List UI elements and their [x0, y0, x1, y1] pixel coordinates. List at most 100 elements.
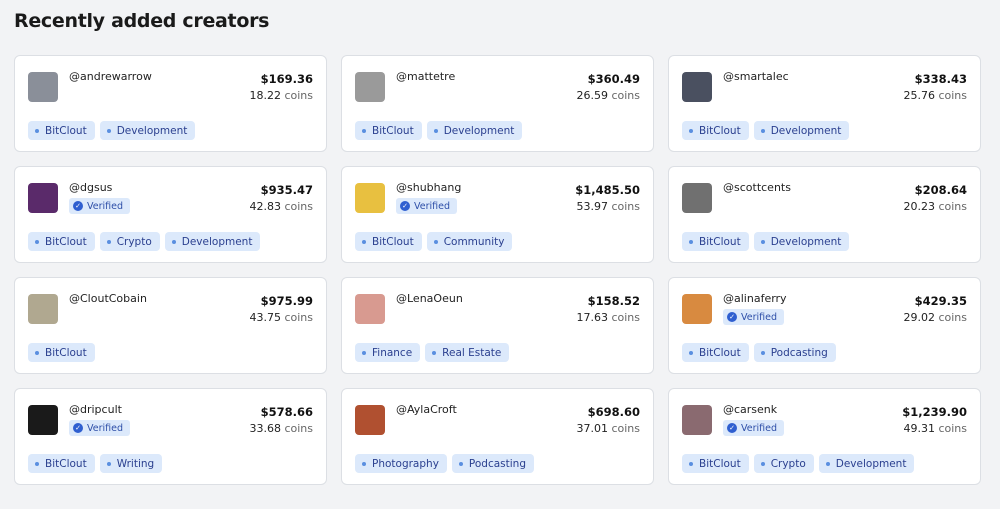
- creator-price: $338.43: [914, 72, 967, 86]
- verified-badge: ✓ Verified: [723, 309, 785, 325]
- check-icon: ✓: [727, 423, 737, 433]
- tag[interactable]: Photography: [355, 454, 447, 473]
- avatar[interactable]: [355, 183, 385, 213]
- creator-card[interactable]: @dgsus ✓ Verified $935.47 42.83 coins BitCl…: [14, 166, 327, 263]
- tag[interactable]: Development: [818, 454, 915, 473]
- tag[interactable]: Crypto: [753, 454, 814, 473]
- dot-icon: [35, 350, 39, 355]
- tag-list: BitClout Development: [682, 232, 850, 251]
- creator-card[interactable]: @andrewarrow $169.36 18.22 coins BitClout…: [14, 55, 327, 152]
- verified-badge: ✓ Verified: [69, 420, 131, 436]
- tag[interactable]: Crypto: [99, 232, 160, 251]
- creator-coins: 42.83 coins: [249, 200, 313, 213]
- dot-icon: [760, 239, 765, 244]
- creator-price: $1,485.50: [575, 183, 640, 197]
- creator-price: $975.99: [260, 294, 313, 308]
- tag[interactable]: BitClout: [682, 454, 749, 473]
- avatar[interactable]: [28, 294, 58, 324]
- creator-card[interactable]: @alinaferry ✓ Verified $429.35 29.02 coins …: [668, 277, 981, 374]
- dot-icon: [689, 239, 693, 244]
- tag[interactable]: BitClout: [28, 121, 95, 140]
- creator-username[interactable]: @smartalec: [723, 70, 789, 83]
- creator-card[interactable]: @AylaCroft $698.60 37.01 coins Photograph…: [341, 388, 654, 485]
- tag-list: Photography Podcasting: [355, 454, 534, 473]
- creator-card[interactable]: @mattetre $360.49 26.59 coins BitClout Dev…: [341, 55, 654, 152]
- tag-list: BitClout Podcasting: [682, 343, 836, 362]
- dot-icon: [432, 350, 437, 355]
- tag[interactable]: BitClout: [682, 343, 749, 362]
- dot-icon: [362, 239, 366, 244]
- tag[interactable]: BitClout: [28, 454, 95, 473]
- avatar[interactable]: [682, 183, 712, 213]
- tag-list: BitClout Development: [355, 121, 523, 140]
- tag-list: BitClout Development: [28, 121, 196, 140]
- dot-icon: [35, 128, 39, 133]
- tag[interactable]: Writing: [99, 454, 163, 473]
- dot-icon: [106, 239, 111, 244]
- verified-badge: ✓ Verified: [69, 198, 131, 214]
- creator-username[interactable]: @alinaferry: [723, 292, 787, 305]
- verified-badge: ✓ Verified: [723, 420, 785, 436]
- creator-price: $698.60: [587, 405, 640, 419]
- avatar[interactable]: [355, 72, 385, 102]
- creator-card[interactable]: @carsenk ✓ Verified $1,239.90 49.31 coins B…: [668, 388, 981, 485]
- dot-icon: [760, 350, 765, 355]
- creator-card[interactable]: @smartalec $338.43 25.76 coins BitClout De…: [668, 55, 981, 152]
- tag[interactable]: BitClout: [682, 121, 749, 140]
- verified-badge: ✓ Verified: [396, 198, 458, 214]
- avatar[interactable]: [28, 183, 58, 213]
- dot-icon: [433, 239, 438, 244]
- tag[interactable]: Development: [164, 232, 261, 251]
- creator-coins: 29.02 coins: [903, 311, 967, 324]
- creator-username[interactable]: @andrewarrow: [69, 70, 152, 83]
- tag[interactable]: BitClout: [355, 121, 422, 140]
- avatar[interactable]: [682, 72, 712, 102]
- dot-icon: [760, 128, 765, 133]
- dot-icon: [458, 461, 463, 466]
- tag[interactable]: Community: [426, 232, 513, 251]
- avatar[interactable]: [355, 294, 385, 324]
- tag[interactable]: Development: [99, 121, 196, 140]
- tag[interactable]: Real Estate: [425, 343, 510, 362]
- creator-coins: 53.97 coins: [576, 200, 640, 213]
- creator-price: $169.36: [260, 72, 313, 86]
- creator-card[interactable]: @scottcents $208.64 20.23 coins BitClout D…: [668, 166, 981, 263]
- creator-card[interactable]: @dripcult ✓ Verified $578.66 33.68 coins Bi…: [14, 388, 327, 485]
- creator-username[interactable]: @CloutCobain: [69, 292, 147, 305]
- creator-username[interactable]: @dripcult: [69, 403, 122, 416]
- creator-coins: 33.68 coins: [249, 422, 313, 435]
- tag[interactable]: Development: [753, 121, 850, 140]
- creator-username[interactable]: @LenaOeun: [396, 292, 463, 305]
- creator-card[interactable]: @LenaOeun $158.52 17.63 coins Finance Real…: [341, 277, 654, 374]
- avatar[interactable]: [28, 405, 58, 435]
- creator-username[interactable]: @scottcents: [723, 181, 791, 194]
- creator-price: $158.52: [587, 294, 640, 308]
- creator-card[interactable]: @shubhang ✓ Verified $1,485.50 53.97 coins …: [341, 166, 654, 263]
- tag[interactable]: Podcasting: [451, 454, 534, 473]
- creator-username[interactable]: @mattetre: [396, 70, 456, 83]
- avatar[interactable]: [28, 72, 58, 102]
- creator-username[interactable]: @dgsus: [69, 181, 113, 194]
- avatar[interactable]: [682, 405, 712, 435]
- tag[interactable]: Finance: [355, 343, 421, 362]
- creator-username[interactable]: @AylaCroft: [396, 403, 457, 416]
- creator-coins: 37.01 coins: [576, 422, 640, 435]
- tag[interactable]: BitClout: [355, 232, 422, 251]
- creator-card[interactable]: @CloutCobain $975.99 43.75 coins BitClout: [14, 277, 327, 374]
- dot-icon: [760, 461, 765, 466]
- creator-price: $1,239.90: [902, 405, 967, 419]
- dot-icon: [689, 128, 693, 133]
- creator-username[interactable]: @shubhang: [396, 181, 462, 194]
- check-icon: ✓: [727, 312, 737, 322]
- tag[interactable]: BitClout: [28, 232, 95, 251]
- tag[interactable]: Development: [426, 121, 523, 140]
- tag[interactable]: Podcasting: [753, 343, 836, 362]
- dot-icon: [106, 128, 111, 133]
- tag[interactable]: Development: [753, 232, 850, 251]
- tag[interactable]: BitClout: [28, 343, 95, 362]
- avatar[interactable]: [682, 294, 712, 324]
- creator-username[interactable]: @carsenk: [723, 403, 778, 416]
- avatar[interactable]: [355, 405, 385, 435]
- tag[interactable]: BitClout: [682, 232, 749, 251]
- creator-price: $360.49: [587, 72, 640, 86]
